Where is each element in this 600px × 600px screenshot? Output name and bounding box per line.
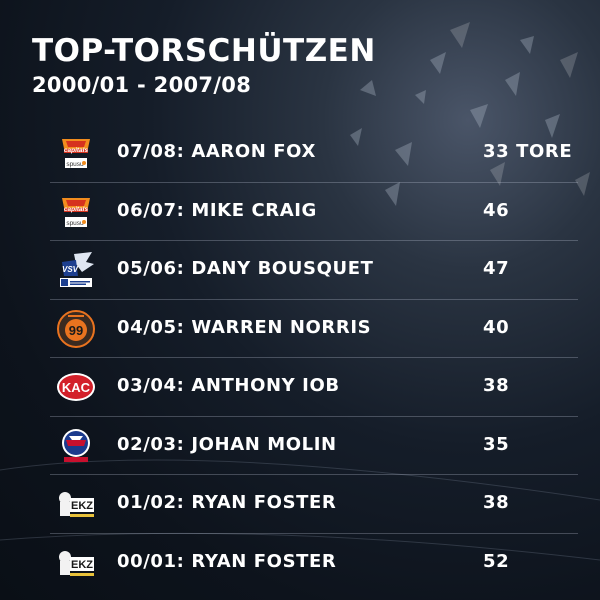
season-player-label: 05/06: DANY BOUSQUET: [117, 258, 374, 279]
list-item: capitals spusu 07/08: AARON FOX 33 TORE: [50, 124, 578, 183]
scorer-list: capitals spusu 07/08: AARON FOX 33 TORE …: [50, 124, 578, 591]
graz-99ers-logo-icon: 99: [57, 309, 95, 348]
list-item: EKZ 01/02: RYAN FOSTER 38: [50, 475, 578, 534]
black-wings-logo-icon: [62, 428, 90, 462]
list-item: EKZ 00/01: RYAN FOSTER 52: [50, 534, 578, 592]
season-player-label: 02/03: JOHAN MOLIN: [117, 433, 337, 455]
ekz-logo-icon: EKZ: [59, 550, 94, 576]
goals-count: 33 TORE: [483, 141, 573, 162]
ekz-logo-icon: EKZ: [59, 492, 94, 517]
goals-count: 46: [483, 199, 510, 221]
goals-count: 35: [483, 433, 510, 455]
goals-count: 38: [483, 375, 510, 396]
season-player-label: 03/04: ANTHONY IOB: [117, 375, 340, 396]
svg-text:99: 99: [69, 323, 83, 338]
season-player-label: 01/02: RYAN FOSTER: [117, 492, 337, 513]
list-item: VSV 05/06: DANY BOUSQUET 47: [50, 241, 578, 300]
list-item: 02/03: JOHAN MOLIN 35: [50, 417, 578, 475]
svg-text:capitals: capitals: [64, 147, 89, 154]
season-player-label: 00/01: RYAN FOSTER: [117, 550, 337, 572]
list-item: capitals spusu 06/07: MIKE CRAIG 46: [50, 183, 578, 241]
capitals-logo-icon: capitals spusu: [62, 139, 90, 168]
capitals-logo-icon: capitals spusu: [62, 197, 90, 227]
goals-count: 40: [483, 316, 510, 338]
goals-count: 52: [483, 550, 510, 572]
goals-count: 47: [483, 258, 510, 279]
season-player-label: 07/08: AARON FOX: [117, 141, 316, 162]
kac-logo-icon: KAC: [57, 373, 95, 401]
page-title: TOP-TORSCHÜTZEN: [32, 33, 376, 69]
svg-text:KAC: KAC: [62, 380, 91, 395]
vsv-logo-icon: VSV: [60, 252, 94, 287]
season-player-label: 06/07: MIKE CRAIG: [117, 199, 317, 221]
svg-text:spusu: spusu: [66, 161, 84, 168]
page-subtitle: 2000/01 - 2007/08: [32, 73, 252, 97]
svg-text:EKZ: EKZ: [71, 500, 93, 512]
season-player-label: 04/05: WARREN NORRIS: [117, 316, 372, 338]
list-item: KAC 03/04: ANTHONY IOB 38: [50, 358, 578, 417]
svg-text:capitals: capitals: [64, 206, 89, 213]
svg-text:VSV: VSV: [62, 265, 79, 274]
svg-text:EKZ: EKZ: [71, 559, 93, 571]
list-item: 99 04/05: WARREN NORRIS 40: [50, 300, 578, 358]
goals-count: 38: [483, 492, 510, 513]
svg-text:spusu: spusu: [66, 220, 84, 227]
